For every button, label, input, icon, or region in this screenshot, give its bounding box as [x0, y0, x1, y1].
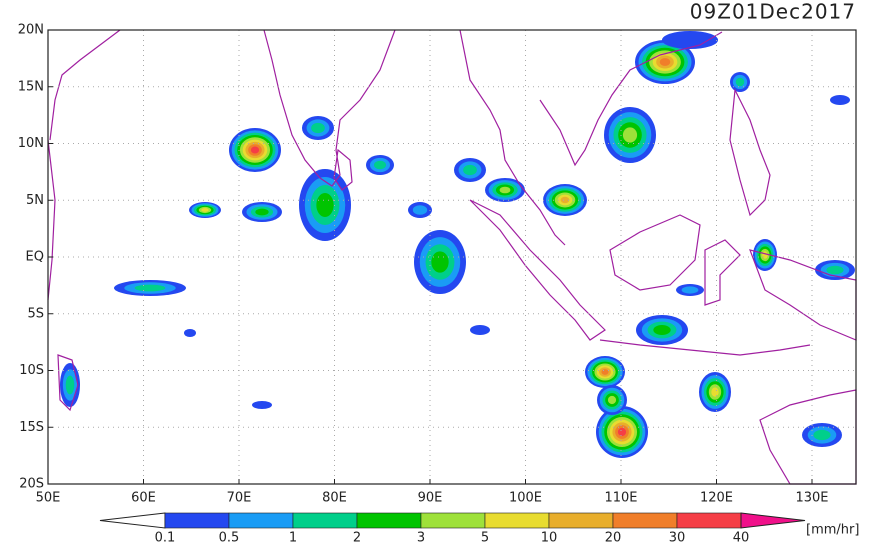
lon-label: 60E: [131, 491, 156, 506]
rain-cell: [252, 401, 272, 409]
coastline: [57, 354, 79, 412]
rain-cell: [316, 193, 334, 217]
coastline: [704, 239, 741, 306]
coastline: [333, 148, 353, 191]
lat-label: 20S: [19, 477, 44, 492]
colorbar-triangle: [740, 512, 806, 529]
rain-cell: [65, 375, 75, 395]
colorbar-triangle: [99, 512, 166, 529]
lon-label: 90E: [418, 491, 443, 506]
coastline: [729, 87, 771, 217]
lon-label: 110E: [604, 491, 637, 506]
lat-label: 15S: [19, 420, 44, 435]
colorbar-box: [548, 512, 614, 529]
lon-label: 130E: [795, 491, 828, 506]
coastline: [49, 29, 121, 141]
colorbar-box: [164, 512, 230, 529]
rain-cell: [662, 31, 718, 49]
map-frame: [47, 29, 857, 485]
lat-label: 10S: [19, 363, 44, 378]
coastline: [469, 199, 606, 341]
rain-cell: [255, 208, 269, 216]
colorbar-label: 2: [353, 531, 361, 544]
colorbar-box: [292, 512, 358, 529]
rain-cell: [681, 286, 699, 294]
rain-cell: [601, 369, 609, 375]
rain-cell: [762, 251, 768, 259]
rain-cell: [470, 325, 490, 335]
coastline: [263, 29, 396, 187]
colorbar-unit: [mm/hr]: [806, 523, 859, 538]
coastline: [609, 214, 701, 291]
colorbar-label: 0.1: [155, 531, 176, 544]
rain-cell: [134, 284, 166, 292]
rain-cell: [463, 164, 477, 176]
rain-cell: [607, 395, 617, 405]
colorbar-box: [676, 512, 742, 529]
colorbar-label: 10: [541, 531, 558, 544]
coastline: [599, 339, 811, 356]
rain-cell: [250, 146, 260, 154]
rain-cell: [431, 251, 449, 273]
colorbar-label: 0.5: [219, 531, 240, 544]
rain-cell: [311, 122, 325, 134]
lon-label: 50E: [36, 491, 61, 506]
rain-cell: [826, 265, 844, 275]
coastlines: [47, 29, 857, 485]
rain-cell: [201, 208, 209, 212]
lon-label: 100E: [509, 491, 542, 506]
rain-cell: [184, 329, 196, 337]
rain-cell: [735, 77, 745, 87]
colorbar-label: 20: [605, 531, 622, 544]
colorbar-box: [228, 512, 294, 529]
lat-label: 10N: [18, 136, 44, 151]
rain-cell: [412, 205, 428, 215]
rain-cell: [560, 196, 570, 204]
colorbar-label: 1: [289, 531, 297, 544]
lon-label: 80E: [322, 491, 347, 506]
rain-cell: [830, 95, 850, 105]
rain-cell: [499, 186, 511, 194]
rain-cell: [374, 160, 386, 170]
colorbar-label: 30: [669, 531, 686, 544]
coastline: [459, 29, 566, 246]
colorbar-label: 3: [417, 531, 425, 544]
colorbar-box: [612, 512, 678, 529]
timestamp: 09Z01Dec2017: [690, 0, 856, 24]
colorbar-box: [420, 512, 486, 529]
colorbar-label: 5: [481, 531, 489, 544]
rain-cell: [653, 325, 671, 335]
colorbar: 0.1 0.5 1 2 3 5 10 20 30 40: [99, 512, 806, 544]
coastline: [539, 31, 723, 167]
rain-cell: [659, 58, 671, 66]
rain-cell: [622, 127, 638, 143]
lon-label: 120E: [700, 491, 733, 506]
lat-label: 5S: [27, 306, 44, 321]
lon-label: 70E: [227, 491, 252, 506]
coastline: [47, 139, 56, 301]
precipitation: [60, 31, 855, 458]
colorbar-box: [484, 512, 550, 529]
rain-cell: [711, 387, 719, 397]
lat-label: 15N: [18, 79, 44, 94]
colorbar-box: [356, 512, 422, 529]
lat-label: 20N: [18, 23, 44, 38]
lat-label: 5N: [26, 193, 44, 208]
rain-cell: [813, 429, 831, 441]
colorbar-label: 40: [733, 531, 750, 544]
lat-label: EQ: [26, 250, 44, 265]
rain-cell: [617, 427, 627, 437]
